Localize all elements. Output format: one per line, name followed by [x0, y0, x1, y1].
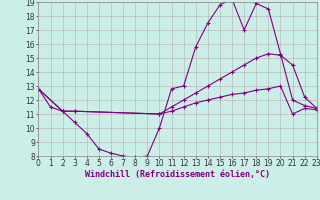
X-axis label: Windchill (Refroidissement éolien,°C): Windchill (Refroidissement éolien,°C)	[85, 170, 270, 179]
